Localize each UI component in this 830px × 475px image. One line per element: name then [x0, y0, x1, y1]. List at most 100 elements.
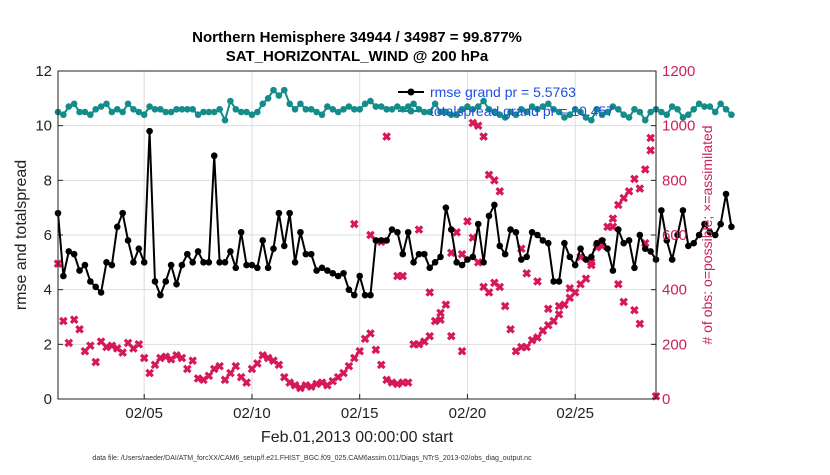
rmse-point	[356, 272, 363, 280]
totalspread-point	[668, 103, 676, 110]
obs-marker	[376, 360, 386, 370]
obs-marker	[349, 219, 359, 229]
y-right-tick-label: 400	[662, 282, 687, 299]
y-tick-label: 12	[35, 63, 52, 80]
obs-marker	[156, 353, 165, 363]
rmse-point	[388, 226, 396, 233]
rmse-point	[566, 253, 574, 261]
rmse-point	[518, 256, 525, 263]
obs-marker	[581, 274, 591, 284]
obs-marker-bar	[608, 214, 618, 223]
obs-marker-bar	[473, 121, 483, 130]
rmse-point	[130, 259, 137, 266]
rmse-point	[146, 127, 153, 135]
rmse-point	[60, 272, 67, 280]
x-tick-labels: 02/05 02/10 02/15 02/20 02/25	[125, 405, 594, 422]
totalspread-point	[297, 100, 304, 108]
totalspread-point	[210, 108, 218, 116]
totalspread-point	[588, 116, 595, 124]
obs-marker	[646, 133, 655, 143]
obs-marker	[533, 277, 542, 286]
y-right-tick-label: 600	[662, 227, 687, 244]
obs-marker-bar	[96, 337, 106, 346]
rmse-point	[264, 264, 272, 272]
rmse-point	[210, 152, 218, 160]
obs-marker	[161, 352, 171, 361]
obs-marker-bar	[506, 324, 515, 334]
totalspread-point	[135, 108, 143, 116]
obs-marker-bar	[403, 378, 413, 387]
obs-marker	[522, 342, 532, 352]
totalspread-point	[647, 108, 654, 116]
totalspread-point	[544, 100, 552, 108]
totalspread-point	[518, 105, 525, 113]
obs-marker-bar	[414, 340, 424, 349]
rmse-point	[65, 248, 73, 255]
totalspread-point	[528, 103, 536, 110]
obs-marker	[349, 353, 359, 363]
rmse-point	[280, 242, 288, 250]
obs-marker	[403, 378, 413, 387]
rmse-point	[501, 250, 509, 258]
obs-marker	[506, 324, 515, 334]
obs-marker-bar	[500, 301, 510, 311]
obs-marker-bar	[441, 300, 451, 310]
rmse-point	[544, 239, 552, 247]
obs-marker-bar	[624, 186, 634, 196]
rmse-point	[485, 212, 493, 220]
obs-marker-bar	[484, 170, 494, 180]
obs-marker	[96, 337, 106, 346]
rmse-point	[113, 223, 121, 231]
obs-marker-bar	[263, 353, 273, 363]
obs-marker	[538, 326, 548, 335]
obs-marker-bar	[430, 316, 440, 326]
obs-marker	[630, 305, 639, 315]
obs-marker-bar	[490, 176, 499, 185]
chart-title: Northern Hemisphere 34944 / 34987 = 99.8…	[192, 29, 522, 46]
rmse-point	[437, 253, 444, 261]
rmse-point	[593, 239, 601, 247]
rmse-point	[394, 228, 401, 236]
rmse-point	[431, 259, 439, 266]
rmse-point	[512, 228, 520, 236]
totalspread-point	[87, 111, 94, 119]
obs-marker	[425, 288, 435, 297]
totalspread-point	[539, 103, 547, 110]
obs-marker	[317, 378, 327, 387]
rmse-point	[151, 278, 159, 285]
plot-frame	[57, 70, 657, 400]
obs-marker	[646, 145, 655, 155]
obs-marker	[414, 225, 424, 234]
obs-marker	[527, 335, 537, 345]
obs-marker-bar	[188, 356, 197, 366]
x-tick-label: 02/25	[556, 405, 594, 422]
rmse-point	[361, 291, 369, 299]
obs-marker-bar	[296, 383, 305, 393]
obs-marker-bar	[635, 184, 645, 193]
x-axis-label: Feb.01,2013 00:00:00 start	[261, 429, 454, 446]
obs-marker-bar	[581, 274, 591, 284]
rmse-point	[329, 269, 337, 277]
obs-marker-bar	[484, 288, 494, 297]
rmse-point	[609, 267, 617, 274]
x-tick-label: 02/10	[233, 405, 271, 422]
rmse-point	[221, 259, 229, 266]
rmse-point	[259, 237, 267, 244]
obs-marker	[75, 324, 84, 334]
obs-marker	[360, 334, 370, 344]
obs-marker-bar	[646, 145, 655, 155]
obs-marker	[139, 353, 149, 363]
obs-marker-bar	[425, 331, 435, 341]
obs-marker-bar	[290, 381, 300, 390]
obs-marker-bar	[619, 193, 628, 203]
obs-marker-bar	[630, 305, 639, 315]
rmse-point	[140, 259, 148, 266]
obs-marker	[608, 214, 618, 223]
totalspread-point	[178, 105, 186, 113]
obs-marker-bar	[215, 361, 224, 371]
obs-marker	[253, 359, 262, 368]
obs-marker	[619, 297, 628, 307]
obs-marker	[457, 249, 467, 259]
rmse-point	[491, 201, 498, 209]
totalspread-point	[663, 111, 671, 119]
